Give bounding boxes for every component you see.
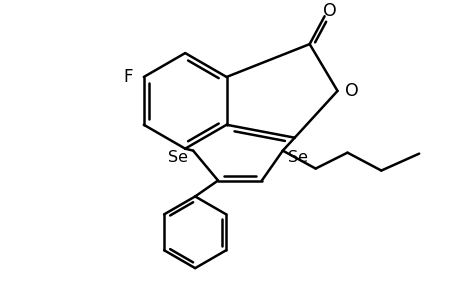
Text: F: F (123, 68, 132, 86)
Text: O: O (344, 82, 358, 100)
Text: Se: Se (287, 150, 307, 165)
Text: Se: Se (168, 150, 188, 165)
Text: O: O (322, 2, 336, 20)
